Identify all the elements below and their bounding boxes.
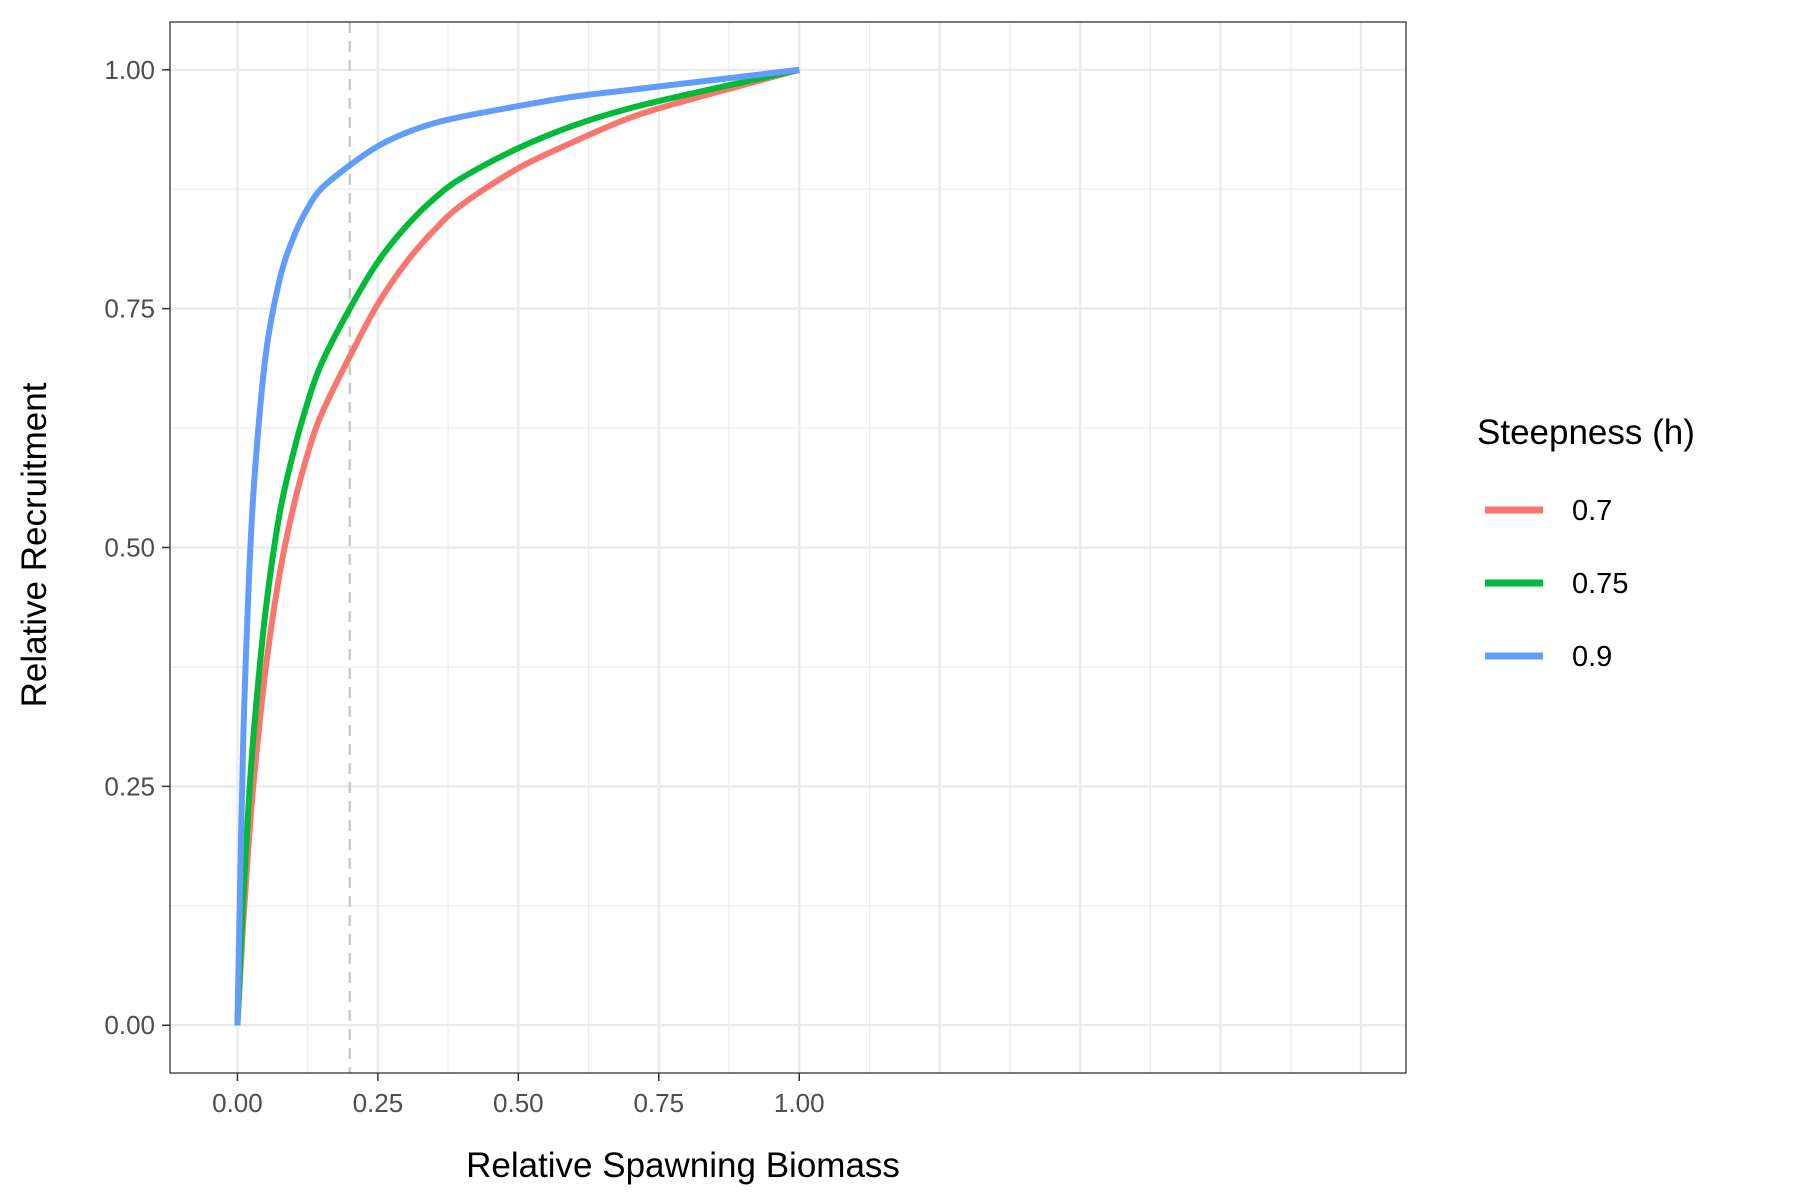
series-line-0.75 bbox=[234, 66, 800, 1026]
y-tick-label: 0.50 bbox=[104, 533, 155, 563]
legend-title: Steepness (h) bbox=[1477, 413, 1695, 452]
legend-label-0.9: 0.9 bbox=[1572, 641, 1612, 673]
y-tick-label: 0.25 bbox=[104, 771, 155, 801]
y-axis-title: Relative Recruitment bbox=[15, 382, 54, 707]
x-tick-label: 0.50 bbox=[493, 1088, 544, 1118]
x-tick-label: 0.00 bbox=[212, 1088, 263, 1118]
legend-label-0.7: 0.7 bbox=[1572, 495, 1612, 527]
x-tick-label: 0.25 bbox=[353, 1088, 404, 1118]
y-tick-label: 0.75 bbox=[104, 294, 155, 324]
y-tick-label: 0.00 bbox=[104, 1010, 155, 1040]
x-axis-title: Relative Spawning Biomass bbox=[466, 1146, 900, 1185]
y-axis-ticks: 0.00 0.25 0.50 0.75 1.00 bbox=[104, 55, 170, 1040]
y-tick-label: 1.00 bbox=[104, 55, 155, 85]
series-lines bbox=[234, 66, 801, 1026]
series-line-0.7 bbox=[234, 66, 801, 1026]
legend: Steepness (h) 0.7 0.75 0.9 bbox=[1477, 413, 1695, 673]
legend-label-0.75: 0.75 bbox=[1572, 568, 1628, 600]
x-axis-ticks: 0.00 0.25 0.50 0.75 1.00 bbox=[212, 1073, 825, 1118]
series-line-0.9 bbox=[234, 66, 800, 1026]
x-tick-label: 1.00 bbox=[774, 1088, 825, 1118]
x-tick-label: 0.75 bbox=[633, 1088, 684, 1118]
